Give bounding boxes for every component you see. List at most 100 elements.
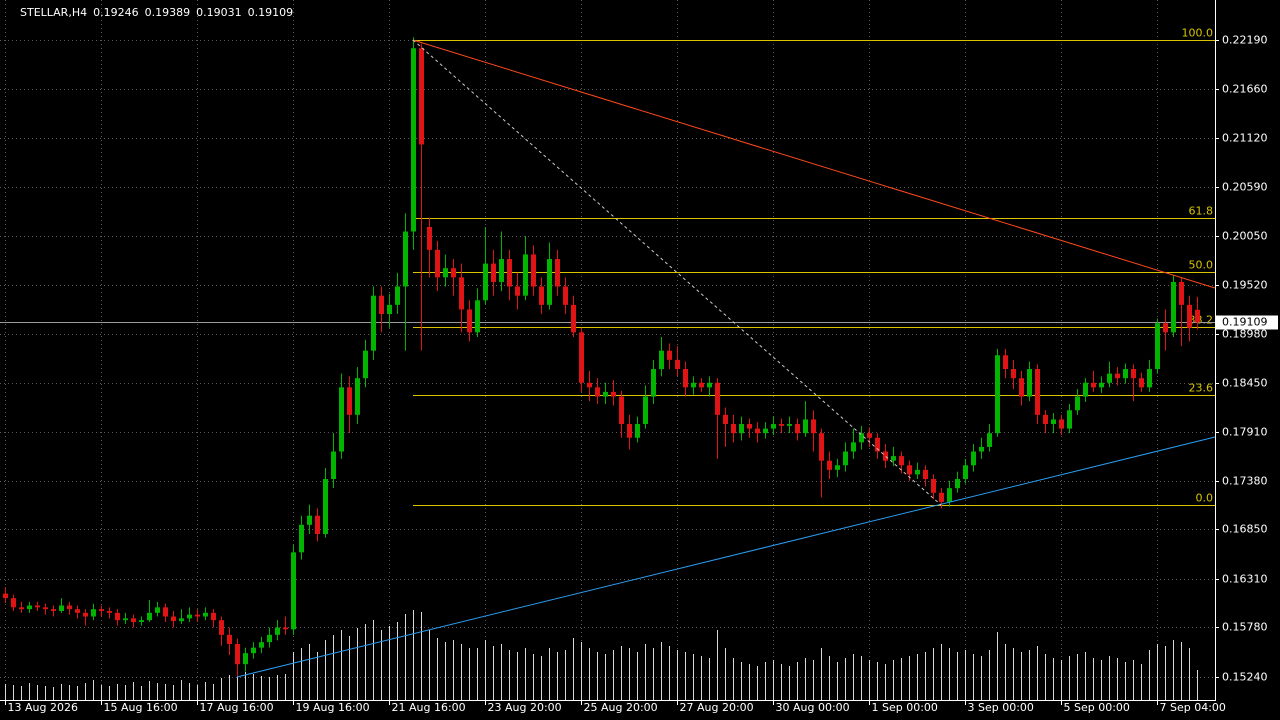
candle-body: [891, 456, 896, 461]
candle-body: [299, 524, 304, 553]
candle-body: [91, 609, 96, 617]
candle-body: [651, 369, 656, 397]
candle-body: [699, 382, 704, 388]
candle-body: [99, 609, 104, 611]
x-tick-label: 7 Sep 04:00: [1160, 701, 1226, 714]
fibonacci-label: 50.0: [1189, 259, 1214, 272]
candle-body: [1115, 373, 1120, 379]
header-price: 0.19246: [93, 6, 139, 19]
candle-body: [283, 627, 288, 630]
candle-body: [507, 259, 512, 287]
candle-body: [35, 605, 40, 608]
candle-body: [139, 620, 144, 622]
y-tick-label: 0.21120: [1222, 132, 1268, 145]
candle-body: [1131, 369, 1136, 379]
y-tick-label: 0.22190: [1222, 34, 1268, 47]
candle-body: [579, 332, 584, 383]
candle-body: [955, 479, 960, 489]
candle-body: [123, 618, 128, 621]
y-tick-label: 0.16310: [1222, 573, 1268, 586]
candle-body: [483, 263, 488, 301]
y-tick-label: 0.17380: [1222, 475, 1268, 488]
candle-body: [979, 446, 984, 452]
candle-body: [395, 286, 400, 305]
candle-body: [691, 382, 696, 388]
candle-body: [627, 424, 632, 438]
candle-body: [275, 627, 280, 635]
candle-body: [195, 614, 200, 617]
candle-body: [923, 469, 928, 480]
current-price-label: 0.19109: [1222, 316, 1268, 329]
candle-body: [1123, 369, 1128, 379]
candle-body: [939, 492, 944, 502]
y-tick-label: 0.17910: [1222, 426, 1268, 439]
x-tick-label: 27 Aug 20:00: [680, 701, 754, 714]
candle-body: [1163, 323, 1168, 333]
candle-body: [259, 642, 264, 648]
candle-body: [1099, 382, 1104, 388]
candle-body: [459, 277, 464, 310]
trendline: [412, 39, 1216, 289]
fibonacci-label: 23.6: [1189, 382, 1214, 395]
candle-body: [899, 456, 904, 466]
candle-body: [211, 612, 216, 621]
candle-body: [1011, 369, 1016, 379]
candle-body: [379, 295, 384, 315]
candle-body: [987, 433, 992, 447]
candle-body: [371, 295, 376, 351]
candle-body: [931, 479, 936, 493]
candle-body: [187, 614, 192, 619]
candle-body: [731, 424, 736, 434]
candle-body: [251, 647, 256, 654]
candle-body: [451, 268, 456, 278]
candle-body: [539, 286, 544, 305]
candle-body: [971, 451, 976, 466]
candle-body: [635, 424, 640, 438]
x-tick-label: 30 Aug 00:00: [776, 701, 850, 714]
candle-body: [131, 618, 136, 622]
x-tick-label: 13 Aug 2026: [8, 701, 78, 714]
candle-body: [995, 355, 1000, 434]
candle-body: [155, 607, 160, 613]
candle-body: [227, 634, 232, 644]
candle-body: [571, 304, 576, 333]
candle-body: [667, 350, 672, 360]
candle-body: [435, 249, 440, 278]
candle-body: [19, 607, 24, 610]
header-price: 0.19031: [196, 6, 242, 19]
x-tick-label: 5 Sep 00:00: [1064, 701, 1130, 714]
x-tick-label: 19 Aug 16:00: [296, 701, 370, 714]
candle-body: [331, 451, 336, 480]
y-tick-label: 0.19520: [1222, 279, 1268, 292]
candle-body: [1051, 419, 1056, 425]
y-tick-label: 0.20050: [1222, 230, 1268, 243]
candle-body: [555, 259, 560, 287]
candle-body: [1035, 369, 1040, 415]
candle-body: [163, 607, 168, 617]
trendline: [236, 436, 1216, 678]
candle-body: [235, 643, 240, 665]
candle-body: [859, 433, 864, 443]
candle-body: [835, 465, 840, 470]
candle-body: [675, 359, 680, 370]
candle-body: [115, 612, 120, 621]
candle-body: [339, 387, 344, 452]
candle-body: [403, 231, 408, 287]
candle-body: [491, 263, 496, 282]
fibonacci-label: 0.0: [1196, 492, 1214, 505]
candle-body: [843, 451, 848, 466]
fibonacci-label: 61.8: [1189, 205, 1214, 218]
candle-body: [595, 387, 600, 397]
symbol: STELLAR,H4: [20, 6, 87, 19]
candle-body: [811, 419, 816, 434]
candle-body: [755, 428, 760, 434]
candle-body: [267, 634, 272, 643]
candle-body: [1075, 396, 1080, 411]
candle-body: [603, 391, 608, 397]
candle-body: [1059, 419, 1064, 429]
candle-body: [43, 607, 48, 610]
candle-body: [1083, 382, 1088, 397]
candle-body: [51, 609, 56, 611]
y-tick-label: 0.16850: [1222, 523, 1268, 536]
